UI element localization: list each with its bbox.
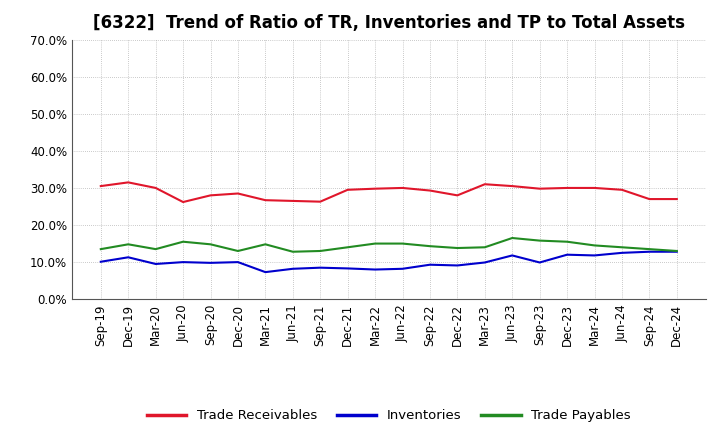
- Trade Payables: [261, 242, 270, 247]
- Inventories: [261, 269, 270, 275]
- Trade Receivables: [151, 185, 160, 191]
- Inventories: [536, 260, 544, 265]
- Trade Receivables: [371, 186, 379, 191]
- Inventories: [508, 253, 516, 258]
- Inventories: [316, 265, 325, 270]
- Line: Inventories: Inventories: [101, 252, 677, 272]
- Line: Trade Payables: Trade Payables: [101, 238, 677, 252]
- Inventories: [233, 260, 242, 265]
- Trade Receivables: [536, 186, 544, 191]
- Trade Receivables: [343, 187, 352, 192]
- Inventories: [480, 260, 489, 265]
- Trade Receivables: [590, 185, 599, 191]
- Inventories: [289, 266, 297, 271]
- Title: [6322]  Trend of Ratio of TR, Inventories and TP to Total Assets: [6322] Trend of Ratio of TR, Inventories…: [93, 15, 685, 33]
- Legend: Trade Receivables, Inventories, Trade Payables: Trade Receivables, Inventories, Trade Pa…: [141, 404, 636, 428]
- Inventories: [371, 267, 379, 272]
- Trade Payables: [289, 249, 297, 254]
- Inventories: [343, 266, 352, 271]
- Trade Receivables: [261, 198, 270, 203]
- Trade Payables: [645, 246, 654, 252]
- Trade Receivables: [645, 196, 654, 202]
- Inventories: [151, 261, 160, 267]
- Trade Receivables: [289, 198, 297, 204]
- Trade Payables: [206, 242, 215, 247]
- Trade Receivables: [618, 187, 626, 192]
- Inventories: [426, 262, 434, 268]
- Trade Receivables: [508, 183, 516, 189]
- Trade Receivables: [316, 199, 325, 204]
- Trade Receivables: [453, 193, 462, 198]
- Trade Payables: [672, 248, 681, 253]
- Trade Receivables: [672, 196, 681, 202]
- Trade Receivables: [480, 182, 489, 187]
- Trade Payables: [453, 246, 462, 251]
- Inventories: [453, 263, 462, 268]
- Trade Payables: [371, 241, 379, 246]
- Trade Receivables: [426, 188, 434, 193]
- Trade Payables: [316, 248, 325, 253]
- Inventories: [398, 266, 407, 271]
- Trade Payables: [398, 241, 407, 246]
- Trade Payables: [536, 238, 544, 243]
- Trade Payables: [124, 242, 132, 247]
- Inventories: [124, 255, 132, 260]
- Inventories: [590, 253, 599, 258]
- Trade Receivables: [179, 199, 187, 205]
- Line: Trade Receivables: Trade Receivables: [101, 182, 677, 202]
- Trade Payables: [590, 243, 599, 248]
- Trade Receivables: [96, 183, 105, 189]
- Inventories: [96, 259, 105, 264]
- Inventories: [618, 250, 626, 256]
- Trade Payables: [480, 245, 489, 250]
- Inventories: [672, 249, 681, 254]
- Inventories: [179, 260, 187, 265]
- Trade Receivables: [124, 180, 132, 185]
- Trade Payables: [151, 246, 160, 252]
- Trade Receivables: [233, 191, 242, 196]
- Trade Payables: [96, 246, 105, 252]
- Trade Payables: [508, 235, 516, 241]
- Trade Payables: [179, 239, 187, 244]
- Trade Receivables: [398, 185, 407, 191]
- Trade Payables: [426, 243, 434, 249]
- Trade Payables: [343, 245, 352, 250]
- Trade Receivables: [206, 193, 215, 198]
- Trade Payables: [618, 245, 626, 250]
- Inventories: [645, 249, 654, 254]
- Trade Payables: [233, 248, 242, 253]
- Inventories: [206, 260, 215, 265]
- Trade Receivables: [563, 185, 572, 191]
- Trade Payables: [563, 239, 572, 244]
- Inventories: [563, 252, 572, 257]
